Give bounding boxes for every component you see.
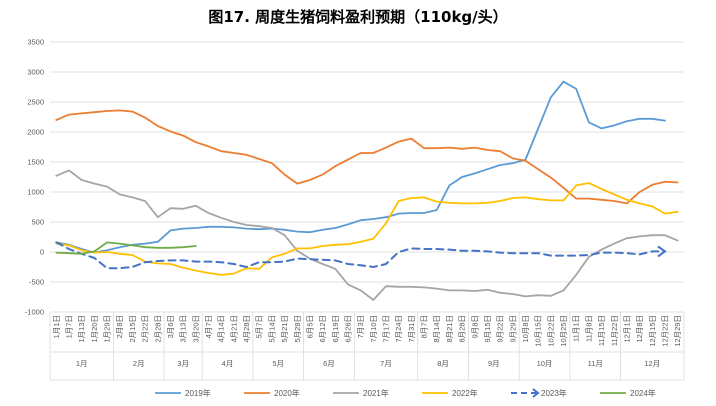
x-tick-label: 7月24日: [394, 315, 403, 343]
legend-label: 2021年: [363, 388, 389, 398]
month-label: 3月: [177, 359, 189, 368]
x-tick-label: 7月10日: [369, 315, 378, 343]
x-tick-label: 10月22日: [546, 315, 555, 347]
x-tick-label: 11月1日: [572, 315, 581, 342]
month-label: 6月: [323, 359, 335, 368]
x-tick-label: 8月28日: [458, 315, 467, 343]
month-label: 2月: [133, 359, 145, 368]
x-tick-label: 8月7日: [420, 315, 429, 338]
y-tick-label: 1500: [27, 158, 44, 167]
series-line-2022年: [55, 182, 679, 276]
month-label: 9月: [488, 359, 500, 368]
legend-label: 2020年: [274, 388, 300, 398]
y-tick-label: 500: [31, 218, 44, 227]
y-tick-label: -500: [29, 278, 44, 287]
x-axis-ticks: 1月1日 1月7日 1月13日 1月20日 1月29日 2月8日 2月15日 2月22日 2月2…: [52, 315, 682, 347]
y-tick-label: 2500: [27, 98, 44, 107]
x-tick-label: 8月21日: [445, 315, 454, 343]
x-tick-label: 6月5日: [305, 315, 314, 338]
x-tick-label: 2月22日: [141, 315, 150, 343]
x-tick-label: 1月7日: [65, 315, 74, 338]
y-tick-label: 2000: [27, 128, 44, 137]
x-tick-label: 7月31日: [407, 315, 416, 343]
x-tick-label: 7月17日: [382, 315, 391, 343]
x-tick-label: 10月8日: [521, 315, 530, 343]
legend-label: 2023年: [541, 388, 567, 398]
x-tick-label: 4月14日: [217, 315, 226, 343]
x-tick-label: 11月15日: [597, 315, 606, 346]
x-tick-label: 6月26日: [343, 315, 352, 343]
legend-label: 2022年: [452, 388, 478, 398]
x-tick-label: 7月3日: [356, 315, 365, 338]
x-tick-label: 11月8日: [584, 315, 593, 342]
y-tick-label: 3500: [27, 38, 44, 47]
x-tick-label: 9月22日: [496, 315, 505, 343]
series-lines: [55, 80, 679, 301]
x-tick-label: 2月15日: [128, 315, 137, 343]
x-tick-label: 12月15日: [648, 315, 657, 347]
x-tick-label: 9月29日: [508, 315, 517, 343]
x-tick-label: 5月14日: [267, 315, 276, 343]
legend: 2019年 2020年 2021年 2022年 2023年 2024年: [155, 388, 656, 398]
x-tick-label: 6月12日: [318, 315, 327, 343]
x-tick-label: 4月21日: [229, 315, 238, 343]
x-tick-label: 12月8日: [635, 315, 644, 343]
x-tick-label: 12月1日: [622, 315, 631, 343]
month-axis: 1月 2月 3月 4月 5月 6月 7月 8月 9月 10月 11月 12月: [49, 312, 685, 381]
x-tick-label: 4月7日: [204, 315, 213, 338]
x-tick-label: 9月15日: [483, 315, 492, 343]
x-tick-label: 3月13日: [179, 315, 188, 343]
y-tick-label: 1000: [27, 188, 44, 197]
x-tick-label: 2月28日: [153, 315, 162, 343]
x-tick-label: 2月8日: [115, 315, 124, 338]
month-label: 12月: [644, 359, 660, 368]
y-axis-ticks: -1000 -500 0 500 1000 1500 2000 2500 3000 3500: [25, 38, 44, 317]
x-tick-label: 5月21日: [280, 315, 289, 343]
x-tick-label: 1月1日: [52, 315, 61, 338]
series-arrowhead: [657, 245, 667, 258]
gridlines: [50, 41, 684, 313]
y-tick-label: 0: [40, 248, 44, 257]
x-tick-label: 5月7日: [255, 315, 264, 338]
series-line-2019年: [55, 80, 666, 254]
month-label: 11月: [588, 359, 603, 368]
x-tick-label: 1月20日: [90, 315, 99, 343]
x-tick-label: 3月20日: [191, 315, 200, 343]
x-tick-label: 6月19日: [331, 315, 340, 343]
month-label: 10月: [537, 359, 553, 368]
month-label: 4月: [222, 359, 234, 368]
x-tick-label: 3月6日: [166, 315, 175, 338]
x-tick-label: 10月15日: [534, 315, 543, 347]
month-label: 7月: [380, 359, 392, 368]
legend-arrowhead: [532, 388, 540, 398]
x-tick-label: 9月8日: [470, 315, 479, 338]
series-line-2023年: [55, 241, 666, 270]
x-tick-label: 1月13日: [77, 315, 86, 343]
month-label: 8月: [437, 359, 449, 368]
x-tick-label: 1月29日: [103, 315, 112, 343]
x-tick-label: 4月28日: [242, 315, 251, 343]
x-tick-label: 10月25日: [559, 315, 568, 347]
series-line-2024年: [55, 241, 197, 255]
series-line-2020年: [55, 109, 679, 205]
legend-label: 2024年: [630, 388, 656, 398]
series-line-2021年: [55, 169, 679, 301]
chart-title: 图17. 周度生猪饲料盈利预期（110kg/头）: [208, 8, 508, 26]
x-tick-label: 12月29日: [673, 315, 682, 347]
legend-label: 2019年: [185, 388, 211, 398]
y-tick-label: -1000: [25, 308, 44, 317]
x-tick-label: 12月22日: [660, 315, 669, 347]
x-tick-label: 11月22日: [610, 315, 619, 346]
month-label: 1月: [76, 359, 88, 368]
x-tick-label: 8月14日: [432, 315, 441, 343]
month-label: 5月: [272, 359, 284, 368]
x-tick-label: 5月28日: [293, 315, 302, 343]
y-tick-label: 3000: [27, 68, 44, 77]
